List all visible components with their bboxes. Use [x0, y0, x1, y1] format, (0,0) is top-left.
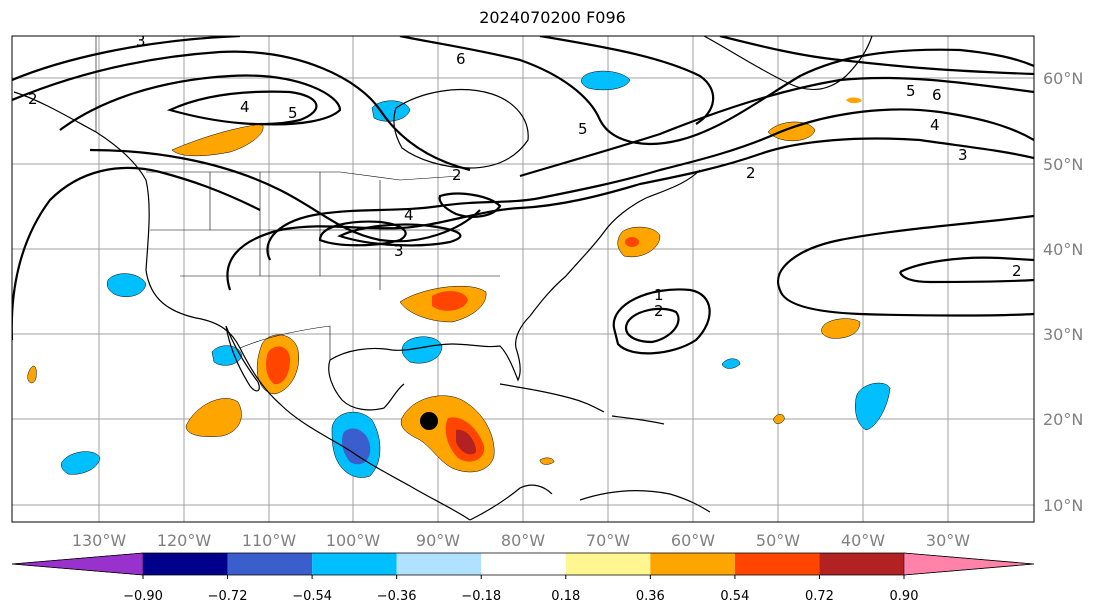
contour-label: 1: [654, 286, 664, 304]
colorbar-swatch: [819, 553, 904, 575]
lon-label: 70°W: [586, 531, 630, 550]
colorbar-swatch: [143, 553, 228, 575]
cool-anomaly: [855, 382, 891, 431]
lon-label: 120°W: [157, 531, 212, 550]
warm-anomaly: [185, 398, 242, 437]
contour-label: 4: [404, 206, 414, 224]
contour-label: 2: [28, 90, 38, 108]
lon-label: 130°W: [72, 531, 127, 550]
contour-label: 6: [456, 50, 466, 68]
contour-labels: 1 2 2 3 4 5 6 2 3 4 5 6 2 3 4 5 2: [28, 32, 1022, 320]
colorbar-swatch: [734, 553, 820, 575]
contour-label: 2: [452, 166, 462, 184]
contour-label: 2: [654, 302, 664, 320]
cool-anomaly: [107, 273, 147, 297]
cool-anomaly: [61, 451, 101, 475]
colorbar-tick-label: −0.18: [461, 589, 501, 604]
contour-label: 4: [240, 98, 250, 116]
colorbar-swatch: [11, 552, 144, 576]
warm-anomaly-peak: [456, 429, 476, 455]
lon-label: 90°W: [416, 531, 460, 550]
colorbar-swatch: [565, 553, 651, 575]
lat-label: 30°N: [1043, 325, 1083, 344]
colorbar-tick-label: −0.90: [123, 589, 163, 604]
contour-label: 2: [746, 164, 756, 182]
colorbar-swatch: [650, 553, 735, 575]
cool-anomaly: [721, 358, 741, 369]
map-title: 2024070200 F096: [479, 8, 626, 27]
warm-anomaly: [821, 318, 861, 339]
colorbar-tick-label: 0.54: [720, 589, 749, 604]
longitude-labels: 130°W 120°W 110°W 100°W 90°W 80°W 70°W 6…: [72, 531, 970, 550]
cool-anomaly: [401, 336, 443, 364]
warm-anomaly: [27, 366, 37, 384]
contour-label: 5: [906, 82, 916, 100]
lon-label: 60°W: [671, 531, 715, 550]
warm-anomaly: [773, 414, 785, 424]
contour-label: 3: [136, 32, 146, 50]
lat-label: 50°N: [1043, 155, 1083, 174]
cool-anomaly: [371, 100, 411, 122]
contour-label: 2: [1012, 262, 1022, 280]
colorbar-tick-label: 0.18: [551, 589, 580, 604]
colorbar-tick-label: 0.90: [890, 589, 919, 604]
colorbar-tick-label: −0.72: [208, 589, 248, 604]
cool-anomaly-core: [342, 428, 371, 465]
warm-anomaly-core: [432, 291, 468, 311]
contour-label: 3: [394, 242, 404, 260]
contour-label: 5: [578, 120, 588, 138]
height-contours: [12, 36, 1034, 355]
warm-anomaly: [539, 457, 555, 465]
contour-label: 3: [958, 146, 968, 164]
contour-label: 6: [932, 86, 942, 104]
lat-label: 20°N: [1043, 410, 1083, 429]
colorbar-tick-label: −0.54: [292, 589, 332, 604]
colorbar-tick-label: 0.72: [805, 589, 834, 604]
contour-label: 4: [930, 116, 940, 134]
warm-anomaly-core: [625, 237, 639, 247]
lon-label: 50°W: [756, 531, 800, 550]
colorbar-swatch: [903, 552, 1035, 576]
warm-anomaly-core: [266, 346, 290, 385]
colorbar-tick-label: −0.36: [377, 589, 417, 604]
warm-anomaly: [846, 97, 862, 104]
lon-label: 30°W: [926, 531, 970, 550]
colorbar-swatch: [396, 553, 482, 575]
cool-anomaly: [211, 345, 243, 366]
warm-anomaly: [767, 121, 816, 141]
lon-label: 80°W: [501, 531, 545, 550]
warm-anomaly: [171, 123, 264, 157]
lat-label: 40°N: [1043, 240, 1083, 259]
lon-label: 110°W: [242, 531, 297, 550]
map-frame: [11, 35, 1035, 523]
latitude-labels: 60°N 50°N 40°N 30°N 20°N 10°N: [1043, 69, 1083, 515]
political-borders: [95, 36, 500, 360]
lat-label: 60°N: [1043, 69, 1083, 88]
lon-label: 40°W: [841, 531, 885, 550]
cool-anomaly: [581, 70, 631, 91]
colorbar-swatch: [227, 553, 313, 575]
colorbar-swatch: [312, 553, 397, 575]
storm-center-marker: [420, 412, 438, 430]
lat-label: 10°N: [1043, 496, 1083, 515]
colorbar-swatch: [481, 553, 566, 575]
lon-label: 100°W: [326, 531, 381, 550]
colorbar-tick-label: 0.36: [636, 589, 665, 604]
contour-label: 5: [288, 104, 298, 122]
colorbar: −0.90 −0.72 −0.54 −0.36 −0.18 0.18 0.36 0.54 0.7…: [11, 552, 1035, 604]
